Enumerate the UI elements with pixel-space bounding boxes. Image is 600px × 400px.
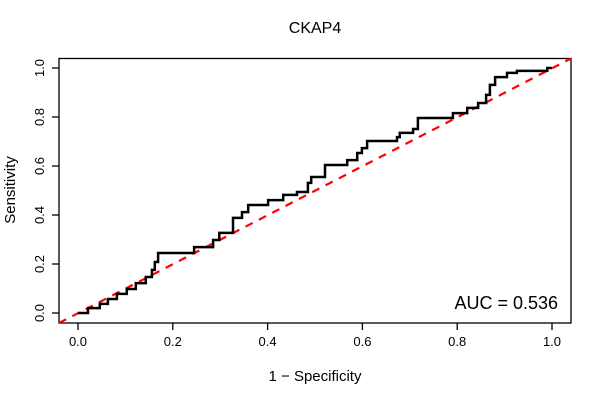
x-axis-tick-label: 0.8 <box>448 334 466 349</box>
x-axis-tick-label: 0.6 <box>353 334 371 349</box>
x-axis-tick-label: 0.2 <box>164 334 182 349</box>
y-axis-tick-label: 1.0 <box>32 59 47 77</box>
y-axis-label: Sensitivity <box>2 156 19 224</box>
x-axis-tick-label: 1.0 <box>543 334 561 349</box>
x-axis-tick-label: 0.4 <box>259 334 277 349</box>
plot-title: CKAP4 <box>289 20 342 37</box>
auc-annotation: AUC = 0.536 <box>454 293 558 313</box>
y-axis-tick-label: 0.8 <box>32 108 47 126</box>
x-axis-label: 1 − Specificity <box>269 368 362 385</box>
roc-curve-path <box>78 66 552 315</box>
y-axis-tick-label: 0.4 <box>32 206 47 224</box>
y-axis-tick-label: 0.0 <box>32 304 47 322</box>
x-axis-tick-label: 0.0 <box>69 334 87 349</box>
y-axis-tick-label: 0.2 <box>32 255 47 273</box>
plot-area: 0.0 0.2 0.4 0.6 0.8 1.0 0.0 0.2 0.4 0.6 0.8 1.0 <box>32 57 572 349</box>
y-axis-tick-label: 0.6 <box>32 157 47 175</box>
plot-box <box>58 57 572 324</box>
